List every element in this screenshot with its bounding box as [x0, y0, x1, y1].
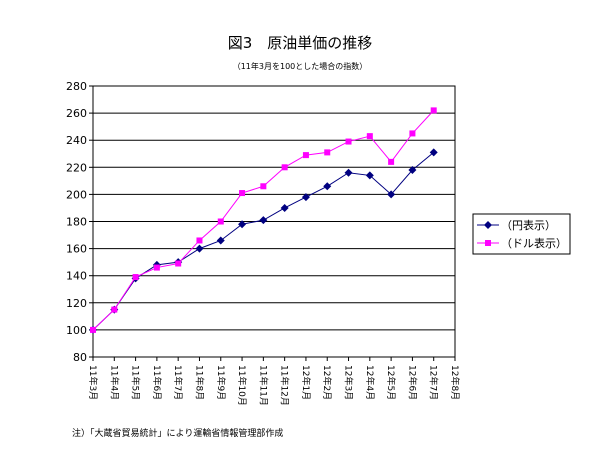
marker: [409, 130, 416, 137]
marker: [195, 244, 204, 253]
marker: [388, 158, 395, 165]
x-tick-label: 12年6月: [406, 365, 418, 400]
marker: [344, 168, 353, 177]
x-tick-label: 12年5月: [385, 365, 397, 400]
x-tick-label: 11年12月: [279, 365, 291, 406]
y-tick-label: 80: [73, 351, 87, 364]
x-tick-label: 11年3月: [87, 365, 99, 400]
x-tick-label: 11年10月: [236, 365, 248, 406]
y-tick-label: 200: [66, 188, 87, 201]
x-tick-label: 12年2月: [321, 365, 333, 400]
marker: [196, 237, 203, 244]
legend-label: （ドル表示）: [501, 236, 567, 250]
marker: [132, 274, 139, 281]
marker: [323, 182, 332, 191]
marker: [302, 152, 309, 159]
y-tick-label: 220: [66, 161, 87, 174]
marker: [430, 107, 437, 114]
marker: [281, 164, 288, 171]
footnote: 注）「大蔵省貿易統計」により運輸省情報管理部作成: [72, 427, 283, 439]
marker: [408, 166, 417, 175]
legend-box: [472, 213, 571, 255]
x-tick-label: 12年3月: [343, 365, 355, 400]
legend-marker: [484, 221, 492, 229]
plot-frame: [92, 85, 456, 358]
marker: [345, 138, 352, 145]
y-tick-label: 160: [66, 243, 87, 256]
x-tick-label: 11年8月: [193, 365, 205, 400]
y-tick-label: 140: [66, 270, 87, 283]
marker: [153, 264, 160, 271]
x-tick-label: 11年7月: [172, 365, 184, 400]
legend-label: （円表示）: [501, 218, 556, 232]
y-tick-label: 260: [66, 107, 87, 120]
marker: [90, 326, 96, 333]
x-tick-label: 12年7月: [428, 365, 440, 400]
x-tick-label: 11年11月: [257, 365, 269, 406]
chart-subtitle: （11年3月を100とした場合の指数）: [233, 61, 368, 71]
marker: [239, 190, 246, 197]
x-tick-label: 11年6月: [151, 365, 163, 400]
x-tick-label: 12年4月: [364, 365, 376, 400]
marker: [260, 183, 267, 190]
marker: [429, 148, 438, 157]
marker: [238, 220, 247, 229]
marker: [111, 306, 118, 313]
y-tick-label: 120: [66, 297, 87, 310]
marker: [301, 193, 310, 202]
marker: [259, 216, 268, 225]
x-tick-label: 11年9月: [215, 365, 227, 400]
x-tick-label: 11年5月: [130, 365, 142, 400]
chart-title: 図3 原油単価の推移: [228, 34, 373, 52]
y-tick-label: 180: [66, 216, 87, 229]
marker: [175, 260, 182, 267]
marker: [365, 171, 374, 180]
marker: [366, 133, 373, 140]
y-tick-label: 240: [66, 134, 87, 147]
marker: [217, 218, 224, 225]
x-tick-label: 12年8月: [449, 365, 461, 400]
marker: [324, 149, 331, 156]
y-tick-label: 280: [66, 80, 87, 93]
y-tick-label: 100: [66, 324, 87, 337]
x-tick-label: 12年1月: [300, 365, 312, 400]
marker: [280, 203, 289, 212]
legend-marker: [485, 240, 491, 246]
x-tick-label: 11年4月: [108, 365, 120, 400]
marker: [387, 190, 396, 199]
marker: [216, 236, 225, 245]
